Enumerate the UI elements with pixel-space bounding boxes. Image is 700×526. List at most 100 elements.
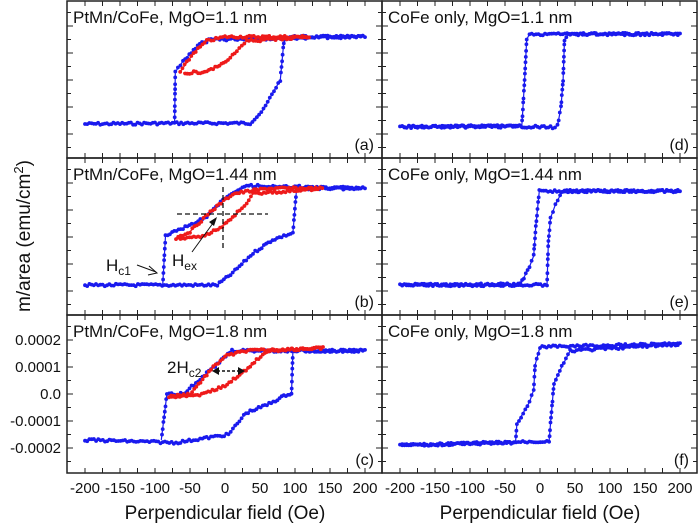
panel-a: PtMn/CoFe, MgO=1.1 nm (a)	[66, 0, 383, 159]
blue-point	[279, 235, 284, 240]
x-axis-label-right: Perpendicular field (Oe)	[440, 503, 641, 524]
blue-point	[536, 200, 540, 204]
blue-point	[160, 432, 164, 437]
blue-point	[292, 213, 297, 217]
blue-point	[279, 65, 284, 69]
x-tick-label: -200	[70, 480, 100, 497]
blue-point	[160, 427, 165, 431]
blue-point	[549, 410, 554, 415]
blue-point	[529, 258, 534, 263]
x-tick-label: 100	[282, 480, 307, 497]
blue-point	[549, 415, 553, 420]
blue-point	[173, 91, 177, 96]
blue-point	[559, 104, 563, 109]
red-point	[216, 361, 220, 366]
blue-curve	[84, 350, 365, 444]
red-point	[220, 357, 225, 361]
blue-point	[163, 233, 168, 238]
x-tick-label: 200	[667, 480, 692, 497]
blue-point	[561, 71, 566, 75]
blue-point	[163, 240, 168, 245]
blue-point	[566, 352, 570, 357]
blue-point	[237, 419, 242, 424]
blue-point	[524, 37, 529, 42]
y-tick-label: -0.0001	[10, 413, 61, 430]
blue-point	[523, 71, 527, 76]
blue-point	[228, 273, 233, 278]
x-tick-label: 100	[597, 480, 622, 497]
hc2-label: 2Hc2	[167, 358, 202, 380]
blue-point	[261, 106, 266, 111]
red-point	[176, 234, 181, 239]
blue-point	[517, 419, 521, 423]
hex-arrowhead	[209, 217, 217, 226]
blue-point	[161, 271, 166, 275]
panel-label: (f)	[674, 452, 689, 469]
blue-point	[556, 118, 561, 123]
blue-point	[546, 239, 551, 243]
red-point	[200, 377, 205, 382]
blue-point	[548, 420, 553, 425]
blue-point	[537, 188, 542, 192]
blue-point	[173, 75, 178, 80]
blue-point	[400, 443, 405, 448]
x-tick-label: 0	[536, 480, 544, 497]
blue-point	[523, 271, 528, 276]
red-point	[199, 220, 204, 224]
red-point	[211, 38, 216, 43]
blue-point	[561, 59, 566, 64]
blue-point	[162, 253, 167, 258]
panel-e: CoFe only, MgO=1.44 nm (e)	[381, 157, 698, 316]
blue-point	[545, 277, 550, 282]
blue-point	[562, 48, 566, 53]
blue-point	[533, 230, 538, 235]
x-tick-label: 50	[567, 480, 584, 497]
blue-point	[161, 277, 166, 282]
panel-title: PtMn/CoFe, MgO=1.44 nm	[73, 165, 277, 184]
blue-point	[278, 79, 283, 83]
red-point	[211, 228, 216, 233]
blue-point	[215, 283, 220, 288]
blue-point	[560, 82, 565, 87]
blue-point	[546, 244, 551, 249]
blue-point	[289, 386, 294, 391]
blue-point	[230, 270, 235, 275]
blue-point	[165, 392, 169, 396]
blue-point	[552, 382, 556, 386]
red-point	[209, 367, 213, 372]
red-point	[231, 376, 236, 381]
blue-point	[561, 361, 566, 365]
blue-point	[230, 347, 234, 352]
blue-point	[532, 243, 537, 247]
blue-point	[173, 97, 177, 102]
blue-point	[523, 55, 528, 59]
blue-point	[259, 110, 264, 114]
blue-point	[292, 218, 296, 222]
red-point	[244, 38, 249, 43]
blue-point	[523, 60, 528, 65]
blue-point	[521, 411, 526, 416]
blue-point	[239, 262, 244, 267]
blue-point	[550, 399, 555, 404]
blue-point	[553, 202, 558, 207]
hc1-arrowhead	[147, 265, 159, 276]
blue-point	[532, 247, 536, 251]
blue-point	[172, 104, 177, 108]
blue-point	[522, 83, 527, 88]
blue-point	[545, 257, 550, 261]
blue-point	[551, 391, 555, 396]
blue-point	[280, 52, 285, 57]
red-point	[169, 395, 174, 399]
blue-point	[536, 195, 541, 200]
x-tick-label: -50	[179, 480, 201, 497]
hc2-arrowhead-right	[238, 367, 245, 375]
x-tick-label: 200	[352, 480, 377, 497]
panel-title: CoFe only, MgO=1.8 nm	[388, 322, 572, 341]
blue-point	[559, 93, 564, 97]
red-point	[204, 373, 209, 378]
hex-crosshair	[177, 187, 268, 250]
blue-point	[438, 441, 442, 446]
blue-point	[534, 356, 539, 361]
blue-point	[164, 397, 169, 401]
